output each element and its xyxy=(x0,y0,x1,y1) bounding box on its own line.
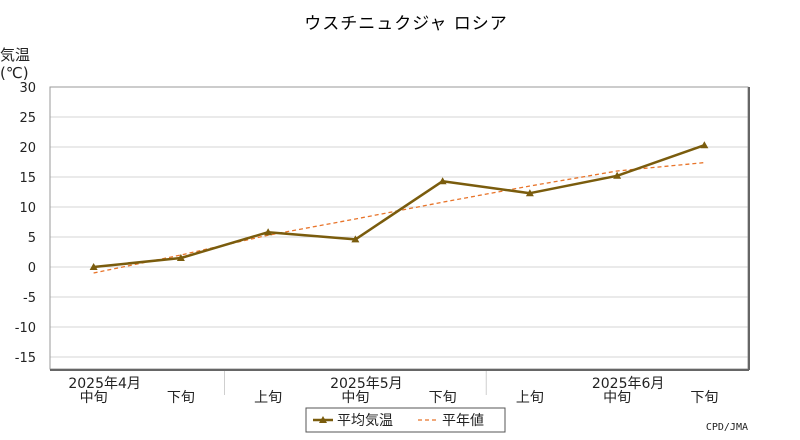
series xyxy=(89,141,709,274)
data-point xyxy=(264,228,273,236)
x-tick-label: 上旬 xyxy=(254,390,282,406)
y-tick-label: 15 xyxy=(19,171,36,186)
y-tick-label: 20 xyxy=(19,141,36,156)
grid xyxy=(50,86,748,395)
legend-label-mean: 平均気温 xyxy=(337,413,393,429)
x-month-label: 2025年4月 xyxy=(68,376,141,392)
x-tick-label: 上旬 xyxy=(516,390,544,406)
x-tick-label: 下旬 xyxy=(429,390,457,406)
data-point xyxy=(176,254,185,261)
y-tick-label: 0 xyxy=(28,261,36,276)
y-tick-label: 25 xyxy=(19,111,36,126)
data-point xyxy=(525,189,534,197)
x-tick-label: 中旬 xyxy=(341,390,369,406)
legend: 平均気温 平年値 xyxy=(305,407,506,433)
y-axis-label: 気温 xyxy=(0,46,30,64)
x-tick-label: 中旬 xyxy=(80,390,108,406)
y-tick-label: 30 xyxy=(19,81,36,96)
y-tick-label: 5 xyxy=(28,231,36,246)
legend-box xyxy=(305,407,506,433)
y-tick-label: -5 xyxy=(23,291,36,306)
data-point xyxy=(613,171,622,179)
x-tick-label: 下旬 xyxy=(167,390,195,406)
x-month-label: 2025年5月 xyxy=(330,376,403,392)
y-tick-label: -10 xyxy=(15,321,36,336)
chart-title: ウスチニュクジャ ロシア xyxy=(304,14,508,34)
legend-label-normal: 平年値 xyxy=(442,413,484,429)
data-point xyxy=(700,141,709,149)
data-point xyxy=(89,263,98,270)
data-point xyxy=(351,235,360,243)
credit: CPD/JMA xyxy=(706,422,748,433)
x-month-label: 2025年6月 xyxy=(592,376,665,392)
series-line-mean xyxy=(93,144,705,269)
y-axis-unit: (℃) xyxy=(0,64,29,82)
x-tick-label: 中旬 xyxy=(603,390,631,406)
data-point xyxy=(438,177,447,185)
y-tick-label: -15 xyxy=(15,351,36,366)
y-axis: 30 25 20 15 10 5 0 -5 -10 -15 xyxy=(15,81,36,366)
legend-marker-mean xyxy=(319,416,327,423)
x-tick-label: 下旬 xyxy=(690,390,718,406)
y-tick-label: 10 xyxy=(19,201,36,216)
x-axis: 中旬 下旬 上旬 中旬 下旬 上旬 中旬 下旬 2025年4月 2025年5月 2025年6月 xyxy=(68,376,718,406)
